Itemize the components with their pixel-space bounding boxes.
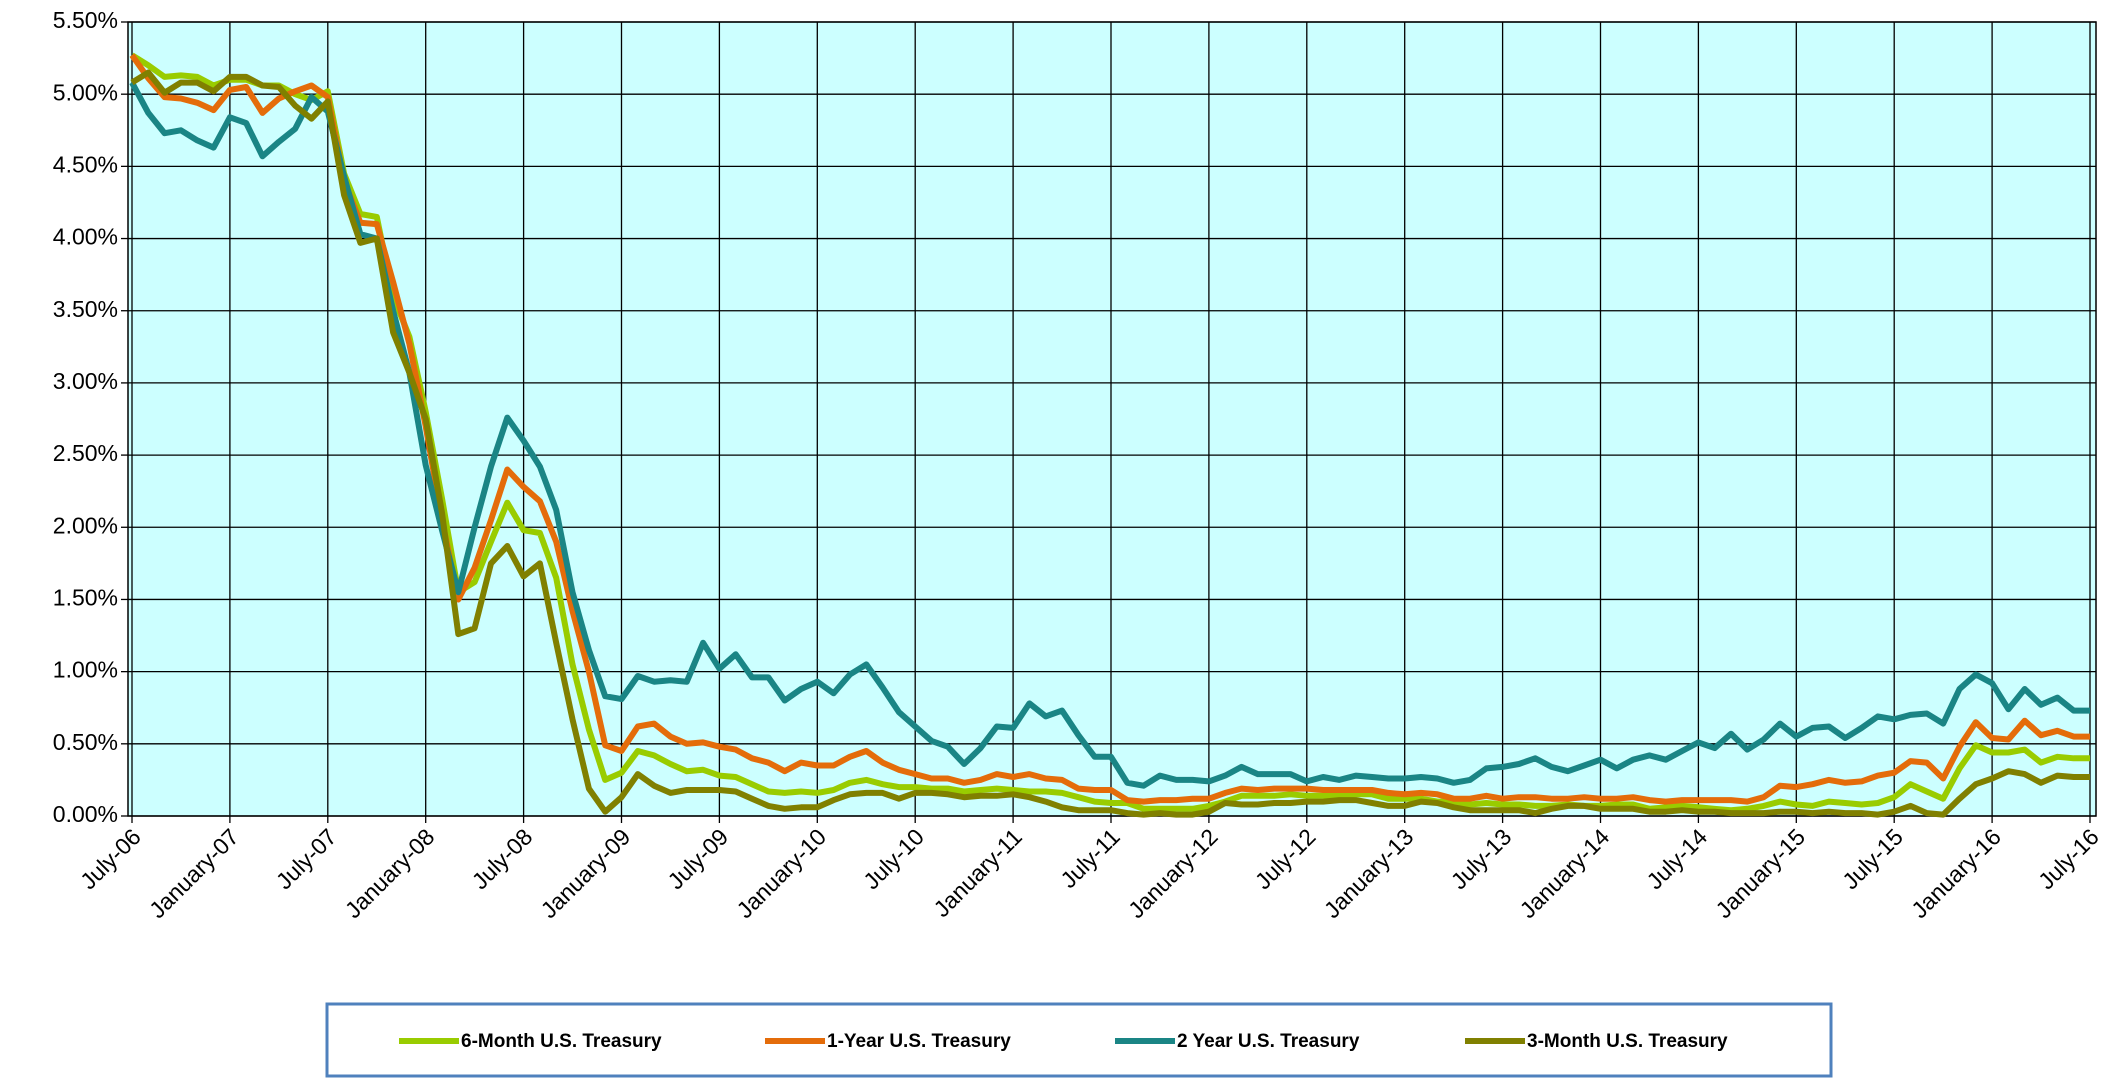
x-tick-label: July-13 bbox=[1446, 823, 1517, 894]
x-tick-label: July-12 bbox=[1250, 823, 1321, 894]
y-tick-label: 4.00% bbox=[53, 224, 118, 250]
x-tick-label: January-14 bbox=[1515, 823, 1615, 923]
x-tick-label: July-15 bbox=[1837, 823, 1908, 894]
y-tick-label: 3.00% bbox=[53, 368, 118, 394]
x-tick-label: January-07 bbox=[144, 823, 244, 923]
y-tick-label: 0.50% bbox=[53, 729, 118, 755]
y-tick-label: 0.00% bbox=[53, 801, 118, 827]
x-tick-label: July-10 bbox=[858, 823, 929, 894]
legend-label: 2 Year U.S. Treasury bbox=[1177, 1031, 1360, 1052]
y-tick-label: 2.00% bbox=[53, 512, 118, 538]
legend-label: 6-Month U.S. Treasury bbox=[461, 1031, 662, 1052]
x-tick-label: January-08 bbox=[340, 823, 440, 923]
y-tick-label: 1.00% bbox=[53, 657, 118, 683]
x-tick-label: July-07 bbox=[271, 823, 342, 894]
x-tick-label: January-10 bbox=[731, 823, 831, 923]
x-tick-label: July-06 bbox=[75, 823, 146, 894]
y-tick-label: 2.50% bbox=[53, 440, 118, 466]
y-tick-label: 4.50% bbox=[53, 151, 118, 177]
x-tick-label: January-13 bbox=[1319, 823, 1419, 923]
x-tick-label: January-16 bbox=[1906, 823, 2006, 923]
series-line bbox=[129, 81, 2090, 789]
y-tick-label: 1.50% bbox=[53, 585, 118, 611]
x-tick-label: January-09 bbox=[536, 823, 636, 923]
x-tick-label: July-14 bbox=[1641, 823, 1712, 894]
series-line bbox=[129, 53, 2090, 805]
x-tick-label: January-11 bbox=[928, 823, 1027, 922]
x-tick-label: July-09 bbox=[662, 823, 733, 894]
y-tick-label: 5.00% bbox=[53, 79, 118, 105]
x-tick-label: July-08 bbox=[467, 823, 538, 894]
legend-label: 3-Month U.S. Treasury bbox=[1527, 1031, 1728, 1052]
x-tick-label: January-12 bbox=[1123, 823, 1223, 923]
series-line bbox=[130, 69, 2090, 818]
x-tick-label: July-11 bbox=[1055, 823, 1125, 893]
x-tick-label: July-16 bbox=[2033, 823, 2104, 894]
legend-box bbox=[325, 1002, 1833, 1078]
y-tick-label: 3.50% bbox=[53, 296, 118, 322]
plot-background bbox=[128, 22, 2096, 816]
legend-label: 1-Year U.S. Treasury bbox=[827, 1031, 1011, 1052]
x-tick-label: January-15 bbox=[1710, 823, 1810, 923]
plot-border bbox=[127, 21, 2097, 817]
y-tick-label: 5.50% bbox=[53, 7, 118, 33]
